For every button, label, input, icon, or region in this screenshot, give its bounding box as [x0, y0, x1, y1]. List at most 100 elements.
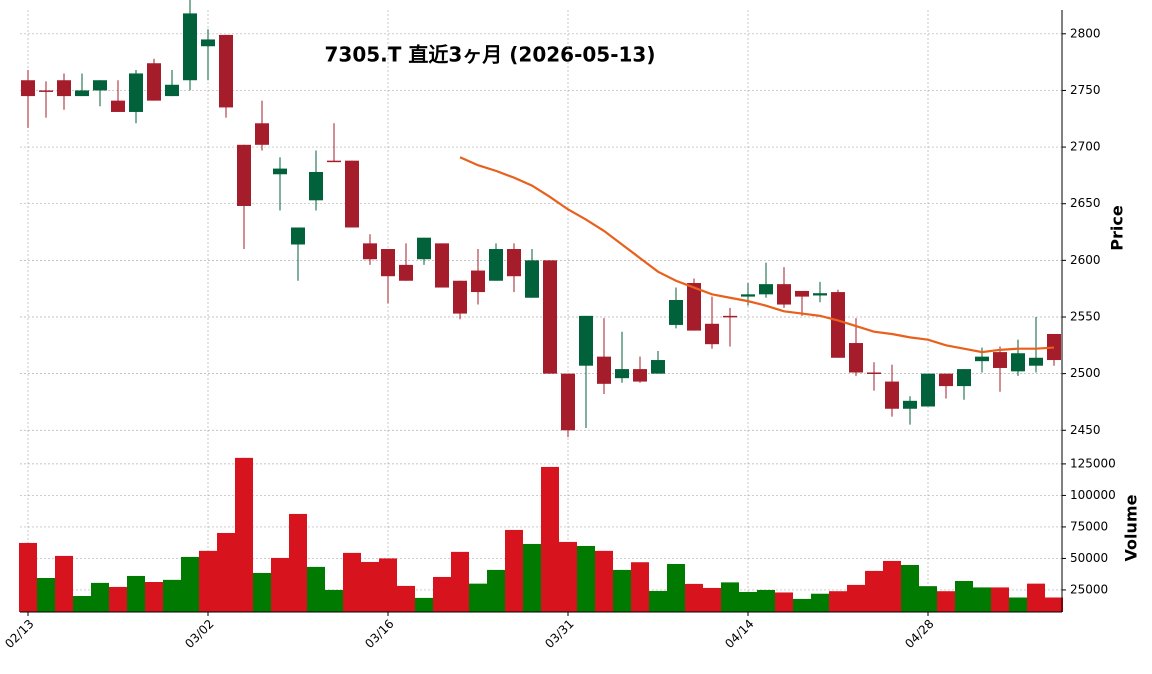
volume-bar [847, 584, 865, 612]
volume-bar [307, 566, 325, 612]
volume-bar [487, 569, 505, 612]
candle-body [291, 227, 305, 245]
candle-body [939, 373, 953, 387]
volume-bar [253, 572, 271, 612]
candle-body [723, 315, 737, 318]
y-tick-label: 2800 [1070, 26, 1101, 40]
volume-bar [937, 591, 955, 612]
candle-body [471, 270, 485, 293]
volume-bar [613, 569, 631, 612]
candle-body [813, 293, 827, 296]
candle-body [705, 323, 719, 345]
volume-bar [181, 556, 199, 612]
volume-tick-label: 50000 [1070, 551, 1108, 565]
volume-bar [415, 597, 433, 612]
volume-tick-label: 25000 [1070, 582, 1108, 596]
candle-body [957, 369, 971, 387]
volume-bar [325, 589, 343, 612]
candle-body [579, 315, 593, 366]
candle-body [921, 373, 935, 407]
volume-bar [757, 589, 775, 612]
volume-bar [919, 586, 937, 612]
candle-body [93, 80, 107, 91]
volume-bar [127, 575, 145, 612]
x-tick-label: 04/28 [902, 617, 936, 651]
volume-bar [721, 582, 739, 612]
candle-body [903, 400, 917, 409]
volume-bar [91, 582, 109, 612]
volume-bar [397, 585, 415, 612]
volume-bar [379, 558, 397, 612]
volume-tick-label: 75000 [1070, 519, 1108, 533]
candle-body [165, 84, 179, 97]
volume-bar [163, 579, 181, 612]
volume-bar [271, 557, 289, 612]
candle-body [435, 243, 449, 288]
candle-body [363, 243, 377, 260]
volume-bar [109, 586, 127, 612]
volume-bar [55, 555, 73, 612]
x-tick-label: 03/16 [362, 617, 396, 651]
candle-body [1047, 333, 1061, 361]
candle-body [615, 369, 629, 379]
y-tick-label: 2500 [1070, 366, 1101, 380]
volume-bar [343, 552, 361, 612]
volume-bar [541, 466, 559, 612]
volume-bar [559, 541, 577, 612]
chart-title: 7305.T 直近3ヶ月 (2026-05-13) [325, 43, 656, 67]
candle-body [777, 284, 791, 305]
x-tick-label: 03/02 [182, 617, 216, 651]
candle-body [669, 300, 683, 325]
volume-bar [217, 532, 235, 612]
candle-body [561, 373, 575, 431]
volume-bar [37, 577, 55, 612]
candle-body [417, 237, 431, 260]
volume-bar [235, 457, 253, 612]
candle-body [147, 63, 161, 101]
candle-body [1011, 353, 1025, 372]
volume-bar [811, 593, 829, 612]
volume-bar [991, 587, 1009, 612]
price-axis-label: Price [1108, 205, 1127, 251]
volume-bar [505, 529, 523, 612]
y-tick-label: 2550 [1070, 309, 1101, 323]
candle-body [111, 100, 125, 112]
volume-bar [289, 513, 307, 612]
candle-body [633, 369, 647, 382]
volume-bar [883, 560, 901, 612]
volume-bar [901, 564, 919, 612]
candle-body [1029, 357, 1043, 366]
candle-body [993, 352, 1007, 368]
candle-body [21, 80, 35, 97]
y-tick-label: 2700 [1070, 140, 1101, 154]
candle-body [975, 356, 989, 362]
candle-body [651, 360, 665, 374]
volume-bar [469, 583, 487, 612]
candle-body [219, 34, 233, 108]
volume-bar [667, 563, 685, 612]
candle-body [489, 249, 503, 281]
volume-bar [649, 590, 667, 612]
volume-bar [685, 583, 703, 612]
candle-body [795, 290, 809, 297]
volume-bar [145, 582, 163, 612]
volume-bar [595, 550, 613, 612]
y-tick-label: 2650 [1070, 196, 1101, 210]
candle-body [39, 90, 53, 92]
volume-bar [793, 598, 811, 612]
candle-body [687, 283, 701, 331]
volume-bar [1009, 597, 1027, 612]
volume-bar [829, 591, 847, 612]
candle-body [237, 144, 251, 206]
candle-body [543, 260, 557, 374]
volume-bar [433, 576, 451, 612]
candle-body [849, 343, 863, 373]
candle-body [399, 264, 413, 281]
candle-body [381, 249, 395, 277]
y-tick-label: 2750 [1070, 83, 1101, 97]
volume-bar [361, 561, 379, 612]
x-tick-label: 03/31 [542, 617, 576, 651]
x-tick-label: 04/14 [722, 617, 756, 651]
candle-body [183, 13, 197, 81]
